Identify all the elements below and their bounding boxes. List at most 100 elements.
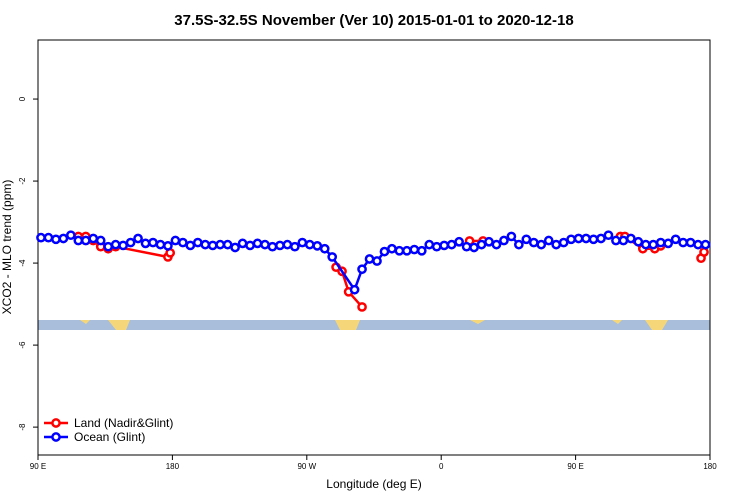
data-point xyxy=(260,239,270,250)
legend-marker xyxy=(51,432,61,442)
data-point xyxy=(588,234,599,245)
data-point xyxy=(88,233,99,244)
plot-frame xyxy=(37,39,711,456)
x-tick-label: 180 xyxy=(703,462,717,471)
data-point xyxy=(626,233,636,244)
data-point xyxy=(484,236,494,247)
data-point xyxy=(424,239,435,250)
x-tick-label: 180 xyxy=(166,462,180,471)
data-point xyxy=(655,237,666,248)
x-tick-label: 90 W xyxy=(297,462,316,471)
data-point xyxy=(678,237,688,248)
y-axis-label: XCO2 - MLO trend (ppm) xyxy=(0,180,14,315)
data-point xyxy=(699,247,709,257)
map-strip xyxy=(38,320,710,330)
data-point xyxy=(118,240,128,251)
data-point xyxy=(521,234,532,245)
y-tick-label: 0 xyxy=(18,96,27,101)
data-point xyxy=(469,242,479,253)
data-point xyxy=(416,245,427,256)
data-point xyxy=(148,237,158,248)
data-point xyxy=(357,302,367,312)
data-point xyxy=(573,233,584,244)
y-tick-label: -8 xyxy=(18,423,27,431)
data-point xyxy=(185,240,196,251)
data-point xyxy=(454,236,464,247)
data-point xyxy=(267,241,278,252)
data-point xyxy=(95,235,106,246)
data-point xyxy=(506,231,517,242)
data-point xyxy=(439,240,450,251)
data-point xyxy=(51,234,61,245)
data-point xyxy=(140,238,151,249)
chart-title: 37.5S-32.5S November (Ver 10) 2015-01-01… xyxy=(174,12,573,29)
data-point xyxy=(178,237,188,248)
legend-label: Land (Nadir&Glint) xyxy=(74,416,173,430)
data-point xyxy=(275,240,285,251)
data-point xyxy=(297,237,308,248)
data-point xyxy=(312,241,323,251)
data-point xyxy=(66,230,76,241)
data-point xyxy=(633,236,644,247)
data-point xyxy=(431,241,442,252)
data-point xyxy=(207,240,218,251)
data-point xyxy=(80,235,91,246)
y-tick-label: -2 xyxy=(18,177,27,185)
x-tick-label: 90 E xyxy=(30,462,46,471)
data-point xyxy=(252,238,263,249)
data-point xyxy=(290,241,300,252)
data-point xyxy=(155,239,166,250)
data-point xyxy=(58,233,69,244)
data-point xyxy=(618,235,629,246)
data-point xyxy=(357,264,367,275)
data-point xyxy=(364,254,375,264)
data-point xyxy=(192,237,203,248)
data-point xyxy=(693,239,703,250)
data-point xyxy=(245,240,255,251)
data-point xyxy=(43,232,54,243)
data-point xyxy=(103,241,114,252)
data-point xyxy=(327,252,338,262)
data-point xyxy=(499,235,509,246)
data-point xyxy=(237,238,248,249)
data-point xyxy=(125,237,136,248)
data-point xyxy=(476,239,487,250)
data-point xyxy=(372,256,382,266)
data-point xyxy=(536,239,547,250)
data-point xyxy=(304,239,315,250)
y-tick-label: -4 xyxy=(18,259,27,267)
x-axis-label: Longitude (deg E) xyxy=(326,477,421,491)
data-point xyxy=(514,239,524,250)
data-point xyxy=(73,235,84,246)
data-point xyxy=(640,239,651,250)
data-point xyxy=(543,235,554,246)
data-point xyxy=(163,241,173,251)
data-point xyxy=(528,237,539,248)
legend-marker xyxy=(51,418,61,428)
data-point xyxy=(566,234,576,245)
data-point xyxy=(215,239,226,250)
data-point xyxy=(700,239,711,250)
data-point xyxy=(603,230,614,241)
data-point xyxy=(670,234,681,245)
data-point xyxy=(611,235,621,246)
data-point xyxy=(446,239,457,250)
data-point xyxy=(596,233,606,244)
data-point xyxy=(581,233,591,244)
data-point xyxy=(685,237,696,248)
data-point xyxy=(170,235,181,246)
data-point xyxy=(402,245,412,256)
data-point xyxy=(394,245,405,256)
data-point xyxy=(409,244,420,255)
data-point xyxy=(133,233,143,244)
data-point xyxy=(491,239,502,250)
data-point xyxy=(663,238,674,249)
data-point xyxy=(222,239,233,250)
data-point xyxy=(36,232,46,243)
data-point xyxy=(558,237,569,248)
data-point xyxy=(230,242,240,253)
data-point xyxy=(282,239,293,250)
x-tick-label: 0 xyxy=(439,462,444,471)
data-point xyxy=(551,239,562,250)
